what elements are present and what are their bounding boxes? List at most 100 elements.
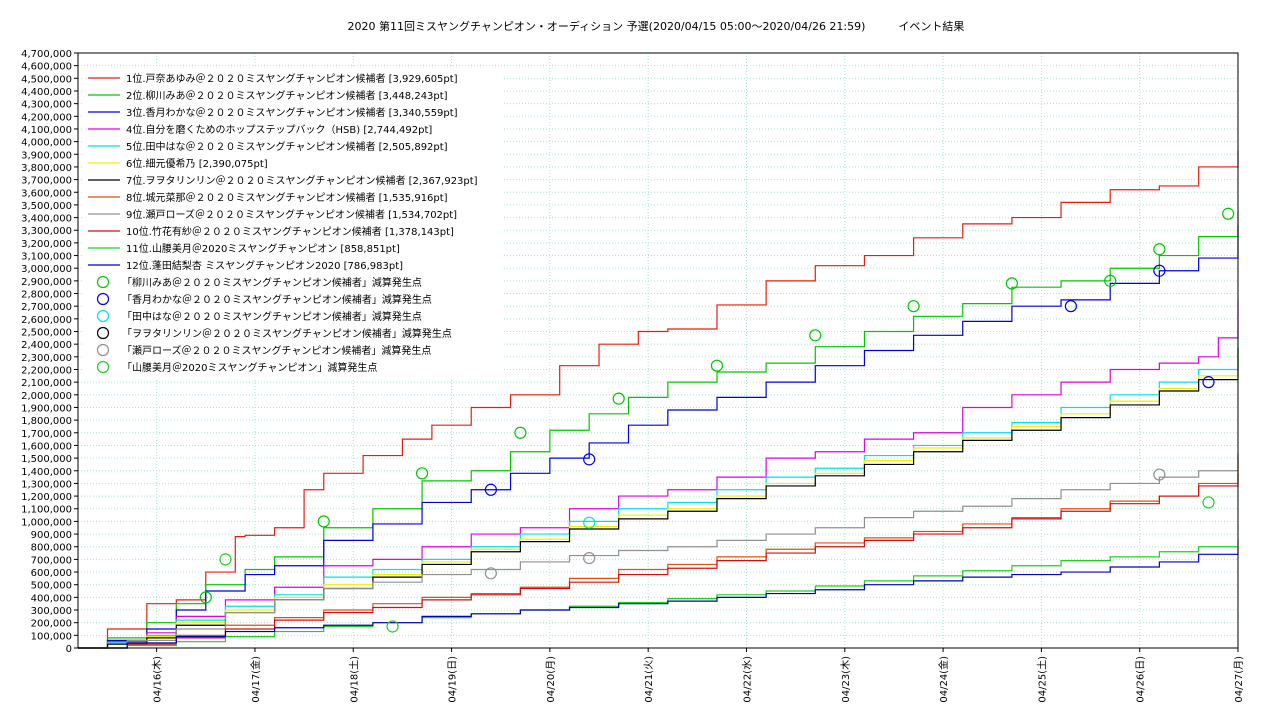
marker-point (1202, 376, 1215, 389)
legend-entry: 8位.城元菜那＠２０２０ミスヤングチャンピオン候補者 [1,535,916pt] (126, 191, 448, 204)
chart-title: 2020 第11回ミスヤングチャンピオン・オーディション 予選(2020/04/… (348, 19, 965, 33)
y-tick-label: 3,100,000 (21, 252, 72, 263)
markers-group (199, 207, 1235, 633)
legend-entry: 1位.戸奈あゆみ＠２０２０ミスヤングチャンピオン候補者 [3,929,605pt… (126, 72, 458, 85)
marker-point (1153, 264, 1166, 277)
legend-marker (96, 343, 110, 357)
y-tick-label: 1,000,000 (21, 517, 72, 528)
legend-entry: 10位.竹花有紗＠２０２０ミスヤングチャンピオン候補者 [1,378,143pt… (126, 225, 454, 238)
series-line (78, 473, 1239, 649)
y-tick-label: 1,200,000 (21, 492, 72, 503)
y-tick-label: 2,700,000 (21, 302, 72, 313)
x-tick-label: 04/19(日) (448, 656, 459, 703)
y-tick-label: 3,300,000 (21, 226, 72, 237)
legend-entry: 「香月わかな＠２０２０ミスヤングチャンピオン候補者」減算発生点 (122, 293, 432, 306)
y-tick-label: 900,000 (31, 530, 72, 541)
x-tick-label: 04/17(金) (249, 656, 262, 703)
series-line (78, 548, 1239, 649)
marker-point (907, 300, 920, 313)
x-tick-label: 04/21(火) (643, 656, 655, 703)
legend-entry: 「瀬戸ローズ＠２０２０ミスヤングチャンピオン候補者」減算発生点 (122, 344, 431, 357)
marker-point (415, 467, 429, 480)
y-tick-label: 2,900,000 (21, 277, 72, 288)
series-line (78, 453, 1239, 649)
y-tick-label: 3,600,000 (21, 188, 72, 199)
y-tick-label: 2,200,000 (21, 365, 72, 376)
y-tick-label: 3,400,000 (21, 214, 72, 225)
y-tick-label: 1,500,000 (21, 454, 72, 465)
marker-point (484, 483, 497, 496)
y-tick-label: 1,300,000 (21, 479, 72, 490)
y-tick-label: 2,600,000 (21, 315, 72, 326)
marker-point (1064, 300, 1077, 313)
x-tick-label: 04/18(土) (347, 656, 360, 703)
y-tick-label: 4,100,000 (21, 125, 72, 136)
y-tick-label: 500,000 (31, 581, 72, 592)
x-tick-label: 04/25(土) (1035, 656, 1048, 703)
legend-marker (96, 292, 110, 306)
y-tick-label: 1,400,000 (21, 467, 72, 478)
y-tick-label: 100,000 (31, 631, 72, 642)
x-tick-label: 04/22(水) (741, 656, 753, 703)
y-tick-label: 1,100,000 (21, 505, 72, 516)
marker-point (710, 359, 724, 372)
marker-point (484, 567, 497, 580)
legend-entry: 11位.山腰美月＠2020ミスヤングチャンピオン [858,851pt] (126, 242, 400, 255)
marker-point (583, 516, 596, 529)
y-tick-label: 700,000 (31, 555, 72, 566)
legend-entry: 7位.ヲヲタリンリン＠２０２０ミスヤングチャンピオン候補者 [2,367,923… (126, 174, 478, 187)
y-tick-label: 4,700,000 (21, 49, 72, 60)
marker-point (1005, 277, 1018, 290)
y-tick-label: 4,600,000 (21, 62, 72, 73)
y-tick-label: 1,900,000 (21, 403, 72, 414)
series-group (78, 150, 1239, 649)
marker-point (1153, 243, 1166, 256)
y-tick-label: 4,500,000 (21, 74, 72, 85)
y-tick-label: 600,000 (31, 568, 72, 579)
y-tick-label: 3,900,000 (21, 150, 72, 161)
y-tick-label: 2,400,000 (21, 340, 72, 351)
y-tick-label: 1,600,000 (21, 441, 72, 452)
y-tick-label: 3,000,000 (21, 264, 72, 275)
y-tick-label: 3,200,000 (21, 239, 72, 250)
y-tick-label: 1,800,000 (21, 416, 72, 427)
y-tick-label: 2,000,000 (21, 391, 72, 402)
marker-point (199, 591, 212, 604)
x-tick-label: 04/24(金) (937, 656, 950, 703)
marker-point (809, 329, 822, 342)
y-tick-label: 4,000,000 (21, 138, 72, 149)
y-tick-label: 3,800,000 (21, 163, 72, 174)
marker-point (1153, 468, 1166, 481)
plot-frame (77, 52, 1239, 649)
x-tick-label: 04/23(木) (840, 656, 852, 703)
marker-point (219, 553, 232, 566)
series-line (78, 453, 1239, 649)
series-line (78, 150, 1239, 649)
legend-entry: 「ヲヲタリンリン＠２０２０ミスヤングチャンピオン候補者」減算発生点 (122, 327, 452, 340)
marker-point (386, 620, 399, 633)
marker-point (583, 453, 596, 466)
legend: 1位.戸奈あゆみ＠２０２０ミスヤングチャンピオン候補者 [3,929,605pt… (82, 68, 502, 378)
marker-point (583, 552, 596, 565)
marker-point (1202, 496, 1215, 509)
series-line (78, 225, 1239, 649)
y-tick-label: 200,000 (31, 619, 72, 630)
y-tick-label: 4,300,000 (21, 100, 72, 111)
y-tick-label: 400,000 (31, 593, 72, 604)
y-tick-label: 3,500,000 (21, 201, 72, 212)
legend-entry: 「田中はな＠２０２０ミスヤングチャンピオン候補者」減算発生点 (122, 310, 422, 323)
legend-entry: 5位.田中はな＠２０２０ミスヤングチャンピオン候補者 [2,505,892pt] (126, 140, 448, 153)
legend-entry: 「柳川みあ＠２０２０ミスヤングチャンピオン候補者」減算発生点 (122, 276, 422, 289)
legend-entry: 4位.自分を磨くためのホップステップバック（HSB) [2,744,492pt] (126, 123, 432, 136)
y-tick-label: 0 (66, 644, 72, 655)
marker-point (514, 426, 527, 439)
legend-marker (96, 309, 110, 323)
legend-entry: 3位.香月わかな＠２０２０ミスヤングチャンピオン候補者 [3,340,559pt… (126, 106, 458, 119)
x-tick-label: 04/26(日) (1136, 656, 1147, 703)
marker-point (612, 392, 625, 405)
marker-point (1222, 207, 1235, 220)
x-tick-label: 04/20(月) (545, 656, 557, 703)
y-tick-label: 800,000 (31, 543, 72, 554)
